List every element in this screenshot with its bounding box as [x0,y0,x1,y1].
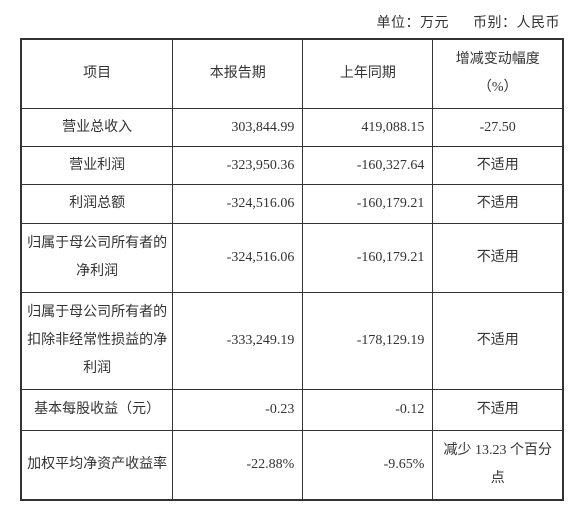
row-current: -324,516.06 [173,185,303,223]
currency-text: 币别：人民币 [473,16,560,31]
header-item: 项目 [21,39,173,109]
row-change: 不适用 [433,147,563,185]
row-change: 不适用 [433,185,563,223]
table-row: 营业总收入303,844.99419,088.15-27.50 [21,109,563,147]
header-prior: 上年同期 [303,39,433,109]
row-label: 利润总额 [21,185,173,223]
table-row: 营业利润-323,950.36-160,327.64不适用 [21,147,563,185]
row-label: 营业利润 [21,147,173,185]
row-change: 减少 13.23 个百分点 [433,430,563,500]
table-row: 利润总额-324,516.06-160,179.21不适用 [21,185,563,223]
row-change: 不适用 [433,389,563,430]
row-change: -27.50 [433,109,563,147]
row-prior: -160,327.64 [303,147,433,185]
row-prior: 419,088.15 [303,109,433,147]
row-current: -324,516.06 [173,223,303,292]
row-prior: -0.12 [303,389,433,430]
row-current: 303,844.99 [173,109,303,147]
table-body: 营业总收入303,844.99419,088.15-27.50营业利润-323,… [21,109,563,500]
table-header-row: 项目 本报告期 上年同期 增减变动幅度 （%） [21,39,563,109]
row-prior: -178,129.19 [303,292,433,389]
unit-text: 单位：万元 [377,16,450,31]
header-current: 本报告期 [173,39,303,109]
row-label: 归属于母公司所有者的扣除非经常性损益的净利润 [21,292,173,389]
row-label: 营业总收入 [21,109,173,147]
row-label: 加权平均净资产收益率 [21,430,173,500]
table-row: 加权平均净资产收益率-22.88%-9.65%减少 13.23 个百分点 [21,430,563,500]
unit-line: 单位：万元 币别：人民币 [20,12,564,32]
row-current: -0.23 [173,389,303,430]
table-row: 归属于母公司所有者的扣除非经常性损益的净利润-333,249.19-178,12… [21,292,563,389]
financial-table: 项目 本报告期 上年同期 增减变动幅度 （%） 营业总收入303,844.994… [20,38,564,501]
row-current: -22.88% [173,430,303,500]
row-prior: -160,179.21 [303,223,433,292]
row-label: 归属于母公司所有者的净利润 [21,223,173,292]
row-current: -323,950.36 [173,147,303,185]
header-change: 增减变动幅度 （%） [433,39,563,109]
table-row: 基本每股收益（元）-0.23-0.12不适用 [21,389,563,430]
row-change: 不适用 [433,292,563,389]
row-label: 基本每股收益（元） [21,389,173,430]
row-current: -333,249.19 [173,292,303,389]
row-change: 不适用 [433,223,563,292]
row-prior: -9.65% [303,430,433,500]
table-row: 归属于母公司所有者的净利润-324,516.06-160,179.21不适用 [21,223,563,292]
row-prior: -160,179.21 [303,185,433,223]
